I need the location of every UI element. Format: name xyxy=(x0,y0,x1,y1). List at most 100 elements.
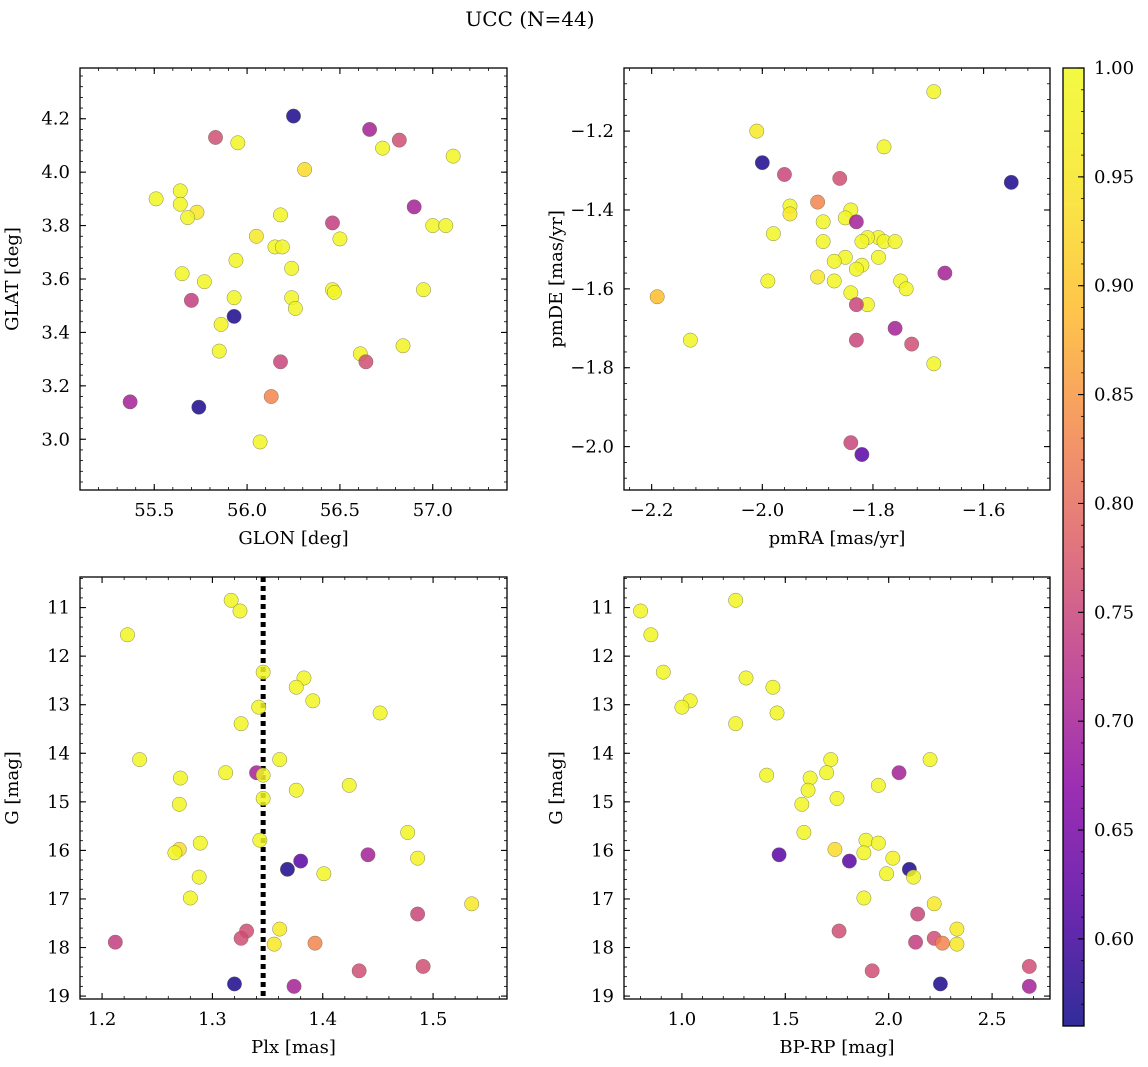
y-tick-label: 19 xyxy=(591,986,614,1007)
data-point xyxy=(848,297,864,313)
data-point xyxy=(949,921,965,937)
data-point xyxy=(122,394,138,410)
data-point xyxy=(208,129,223,145)
data-point xyxy=(823,752,839,768)
data-point xyxy=(252,434,268,450)
figure-title: UCC (N=44) xyxy=(465,7,594,31)
colorbar-tick-label: 1.00 xyxy=(1094,58,1134,79)
y-tick-label: 13 xyxy=(591,695,614,716)
data-point xyxy=(870,777,886,793)
y-tick-label: 4.0 xyxy=(41,162,70,183)
data-point xyxy=(191,399,207,415)
data-point xyxy=(827,841,843,857)
data-point xyxy=(326,284,342,300)
y-tick-label: 14 xyxy=(591,743,614,764)
x-tick-label: 56.5 xyxy=(320,500,360,521)
data-point xyxy=(728,716,744,732)
y-axis-label: G [mag] xyxy=(546,751,567,824)
data-point xyxy=(286,108,301,124)
data-point xyxy=(196,274,212,290)
data-point xyxy=(148,191,164,207)
panel-pmra-pmde: −2.2 −2.0 −1.8 −1.6 −2.0 −1.8 −1.6 −1.4 −1.2 pmRA… xyxy=(546,67,1051,549)
data-point xyxy=(819,765,835,781)
data-point xyxy=(287,300,303,316)
colorbar-tick-label: 0.60 xyxy=(1094,929,1134,950)
data-point xyxy=(255,767,271,783)
scatter-points xyxy=(649,84,1019,462)
data-point xyxy=(395,338,411,354)
colorbar-tick-label: 0.70 xyxy=(1094,711,1134,732)
data-point xyxy=(272,921,288,937)
y-axis-label: G [mag] xyxy=(2,751,23,824)
data-point xyxy=(810,269,826,285)
data-point xyxy=(171,796,187,812)
data-point xyxy=(949,936,965,952)
panel-glon-glat: 55.5 56.0 56.5 57.0 3.0 3.2 3.4 3.6 3.8 4.0 4.2 GLO… xyxy=(2,67,508,549)
axes-frame xyxy=(623,67,1051,491)
data-point xyxy=(211,343,227,359)
data-point xyxy=(332,231,348,247)
data-point xyxy=(649,289,665,305)
data-point xyxy=(800,782,816,798)
data-point xyxy=(255,790,271,806)
data-point xyxy=(831,923,847,939)
data-point xyxy=(674,699,690,715)
data-point xyxy=(341,777,357,793)
data-point xyxy=(922,752,938,768)
y-tick-label: 4.2 xyxy=(41,109,70,130)
y-tick-label: 11 xyxy=(591,598,614,619)
data-point xyxy=(848,261,864,277)
data-point xyxy=(910,906,926,922)
data-point xyxy=(810,194,826,210)
x-axis-label: Plx [mas] xyxy=(251,1037,336,1058)
data-point xyxy=(848,332,864,348)
data-point xyxy=(749,123,765,139)
data-point xyxy=(410,906,426,922)
data-point xyxy=(438,218,454,234)
data-point xyxy=(279,861,295,877)
data-point xyxy=(172,196,188,212)
data-point xyxy=(183,292,199,308)
y-tick-label: 16 xyxy=(47,840,70,861)
y-tick-label: −1.4 xyxy=(570,200,614,221)
data-point xyxy=(415,959,431,974)
y-tick-label: 17 xyxy=(591,889,614,910)
data-point xyxy=(826,253,842,269)
data-point xyxy=(765,226,781,242)
axes-frame xyxy=(79,576,508,1000)
data-point xyxy=(765,679,781,695)
data-point xyxy=(226,308,242,324)
data-point xyxy=(273,354,288,370)
y-tick-label: 11 xyxy=(47,598,70,619)
data-point xyxy=(375,140,391,156)
data-point xyxy=(272,752,288,768)
x-tick-label: 2.0 xyxy=(874,1009,903,1030)
colorbar-tick-label: 0.80 xyxy=(1094,493,1134,514)
data-point xyxy=(297,162,313,177)
data-point xyxy=(362,121,378,137)
data-point xyxy=(400,824,416,840)
data-point xyxy=(760,273,776,289)
data-point xyxy=(887,320,903,336)
data-point xyxy=(832,170,848,186)
data-point xyxy=(815,214,831,230)
data-point xyxy=(226,290,242,306)
data-point xyxy=(305,693,321,709)
data-point xyxy=(826,273,842,289)
data-point xyxy=(738,670,754,686)
data-point xyxy=(274,239,290,255)
x-tick-label: 1.5 xyxy=(419,1009,448,1030)
data-point xyxy=(926,356,942,372)
y-tick-label: −1.2 xyxy=(570,121,614,142)
data-point xyxy=(286,978,302,994)
x-tick-label: 1.4 xyxy=(308,1009,337,1030)
data-point xyxy=(232,603,248,619)
x-tick-label: −2.0 xyxy=(740,500,784,521)
y-axis-label: GLAT [deg] xyxy=(2,227,23,331)
data-point xyxy=(1003,174,1019,190)
x-tick-label: 56.0 xyxy=(227,500,267,521)
data-point xyxy=(172,183,188,199)
data-point xyxy=(937,265,953,281)
data-point xyxy=(172,770,188,786)
